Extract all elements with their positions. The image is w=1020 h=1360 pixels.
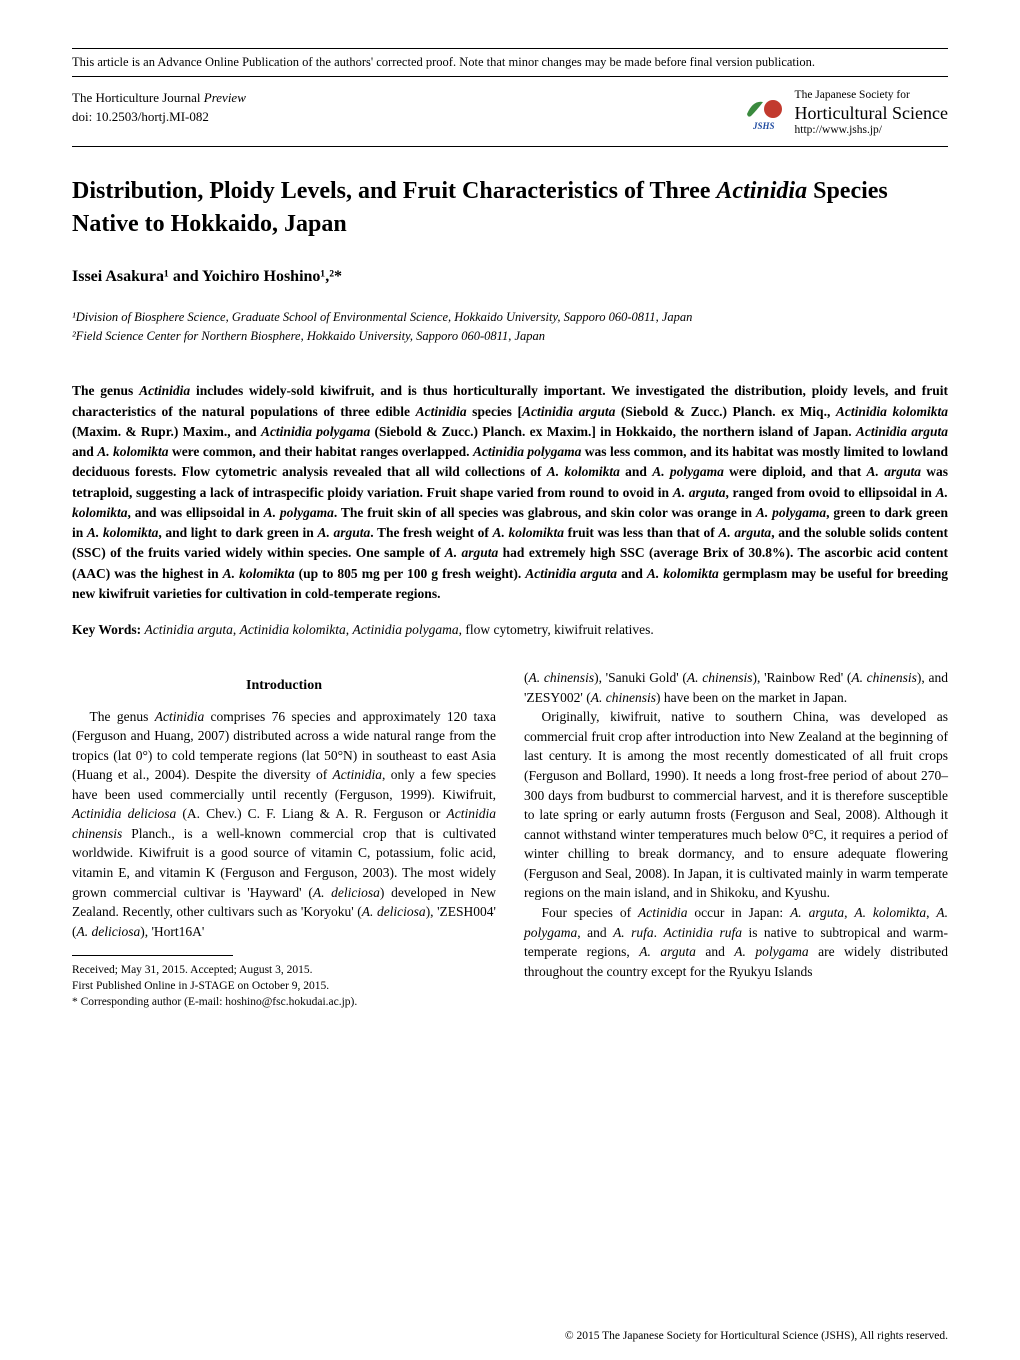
society-text: The Japanese Society for Horticultural S… [795,89,948,138]
society-line2: Horticultural Science [795,103,948,125]
advance-publication-banner: This article is an Advance Online Public… [72,48,948,77]
affiliation-1: ¹Division of Biosphere Science, Graduate… [72,308,948,327]
keywords: Key Words: Actinidia arguta, Actinidia k… [72,622,948,638]
affiliation-2: ²Field Science Center for Northern Biosp… [72,327,948,346]
footnotes: Received; May 31, 2015. Accepted; August… [72,962,496,1010]
page: This article is an Advance Online Public… [0,0,1020,1360]
abstract: The genus Actinidia includes widely-sold… [72,381,948,604]
doi: doi: 10.2503/hortj.MI-082 [72,108,246,127]
society-line1: The Japanese Society for [795,89,948,103]
journal-title-text: The Horticulture Journal [72,90,204,105]
right-column: (A. chinensis), 'Sanuki Gold' (A. chinen… [524,668,948,1010]
society-url: http://www.jshs.jp/ [795,124,948,138]
journal-name: The Horticulture Journal Preview [72,89,246,108]
left-column-body: The genus Actinidia comprises 76 species… [72,707,496,942]
header-row: The Horticulture Journal Preview doi: 10… [72,89,948,138]
authors: Issei Asakura¹ and Yoichiro Hoshino¹,²* [72,268,948,286]
footnote-rule [72,955,233,956]
keywords-label: Key Words: [72,622,145,637]
introduction-heading: Introduction [72,676,496,696]
footnote-published: First Published Online in J-STAGE on Oct… [72,978,496,994]
society-block: JSHS The Japanese Society for Horticultu… [743,89,948,138]
copyright: © 2015 The Japanese Society for Horticul… [565,1330,948,1342]
left-column: Introduction The genus Actinidia compris… [72,668,496,1010]
keywords-text: Actinidia arguta, Actinidia kolomikta, A… [145,622,654,637]
body-columns: Introduction The genus Actinidia compris… [72,668,948,1010]
journal-info: The Horticulture Journal Preview doi: 10… [72,89,246,127]
header-rule [72,146,948,147]
svg-text:JSHS: JSHS [752,121,775,131]
affiliations: ¹Division of Biosphere Science, Graduate… [72,308,948,346]
jshs-logo-icon: JSHS [743,96,787,132]
title-pre: Distribution, Ploidy Levels, and Fruit C… [72,178,716,204]
article-title: Distribution, Ploidy Levels, and Fruit C… [72,175,948,240]
footnote-received: Received; May 31, 2015. Accepted; August… [72,962,496,978]
footnote-corresponding: * Corresponding author (E-mail: hoshino@… [72,994,496,1010]
journal-preview-label: Preview [204,90,246,105]
right-column-body: (A. chinensis), 'Sanuki Gold' (A. chinen… [524,668,948,981]
title-genus: Actinidia [716,178,807,204]
